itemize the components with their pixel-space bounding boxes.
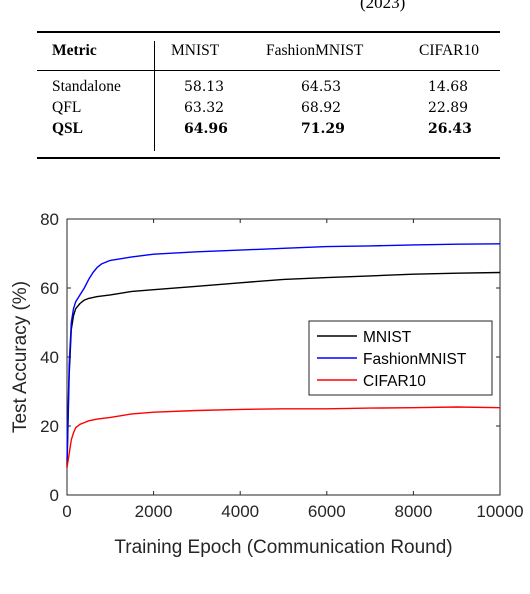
x-tick-label: 0: [62, 502, 71, 521]
y-tick-label: 20: [40, 417, 59, 436]
table-cell: 22.89: [428, 100, 469, 116]
x-tick-label: 8000: [394, 502, 432, 521]
series-line-mnist: [66, 271, 501, 468]
y-tick-label: 40: [40, 348, 59, 367]
legend-label: CIFAR10: [363, 373, 426, 390]
y-tick-label: 80: [40, 210, 59, 229]
table-cell: 63.32: [184, 100, 225, 116]
table-body: Standalone 58.13 64.53 14.68 QFL 63.32 6…: [37, 71, 500, 157]
table-cell: 26.43: [428, 121, 472, 137]
legend-label: FashionMNIST: [363, 351, 467, 368]
table-row-metric: QSL: [52, 120, 84, 137]
table-cell: 14.68: [428, 79, 469, 95]
table-cell: 68.92: [301, 100, 342, 116]
table-cell: 71.29: [301, 121, 345, 137]
y-tick-label: 0: [50, 486, 59, 505]
x-axis-title: Training Epoch (Communication Round): [114, 537, 452, 558]
x-tick-label: 6000: [308, 502, 346, 521]
table-cell: 58.13: [184, 79, 225, 95]
header-cifar10: CIFAR10: [419, 42, 480, 59]
table-row-metric: Standalone: [52, 78, 121, 95]
results-table: Metric MNIST FashionMNIST CIFAR10 Standa…: [37, 31, 500, 159]
column-divider: [154, 41, 155, 151]
x-tick-label: 4000: [221, 502, 259, 521]
legend-label: MNIST: [363, 329, 412, 346]
x-tick-label: 2000: [135, 502, 173, 521]
series-line-fashionmnist: [66, 243, 501, 461]
table-row-metric: QFL: [52, 99, 82, 116]
x-tick-label: 10000: [476, 502, 523, 521]
series-line-cifar10: [66, 406, 501, 468]
y-tick-label: 60: [40, 279, 59, 298]
y-axis-title: Test Accuracy (%): [10, 281, 31, 433]
header-fashionmnist: FashionMNIST: [266, 42, 364, 59]
table-cell: 64.96: [184, 121, 228, 137]
header-mnist: MNIST: [171, 42, 220, 59]
table-header-row: Metric MNIST FashionMNIST CIFAR10: [37, 33, 500, 71]
caption-fragment: (2023): [360, 0, 406, 12]
table-cell: 64.53: [301, 79, 342, 95]
header-metric: Metric: [52, 42, 97, 59]
